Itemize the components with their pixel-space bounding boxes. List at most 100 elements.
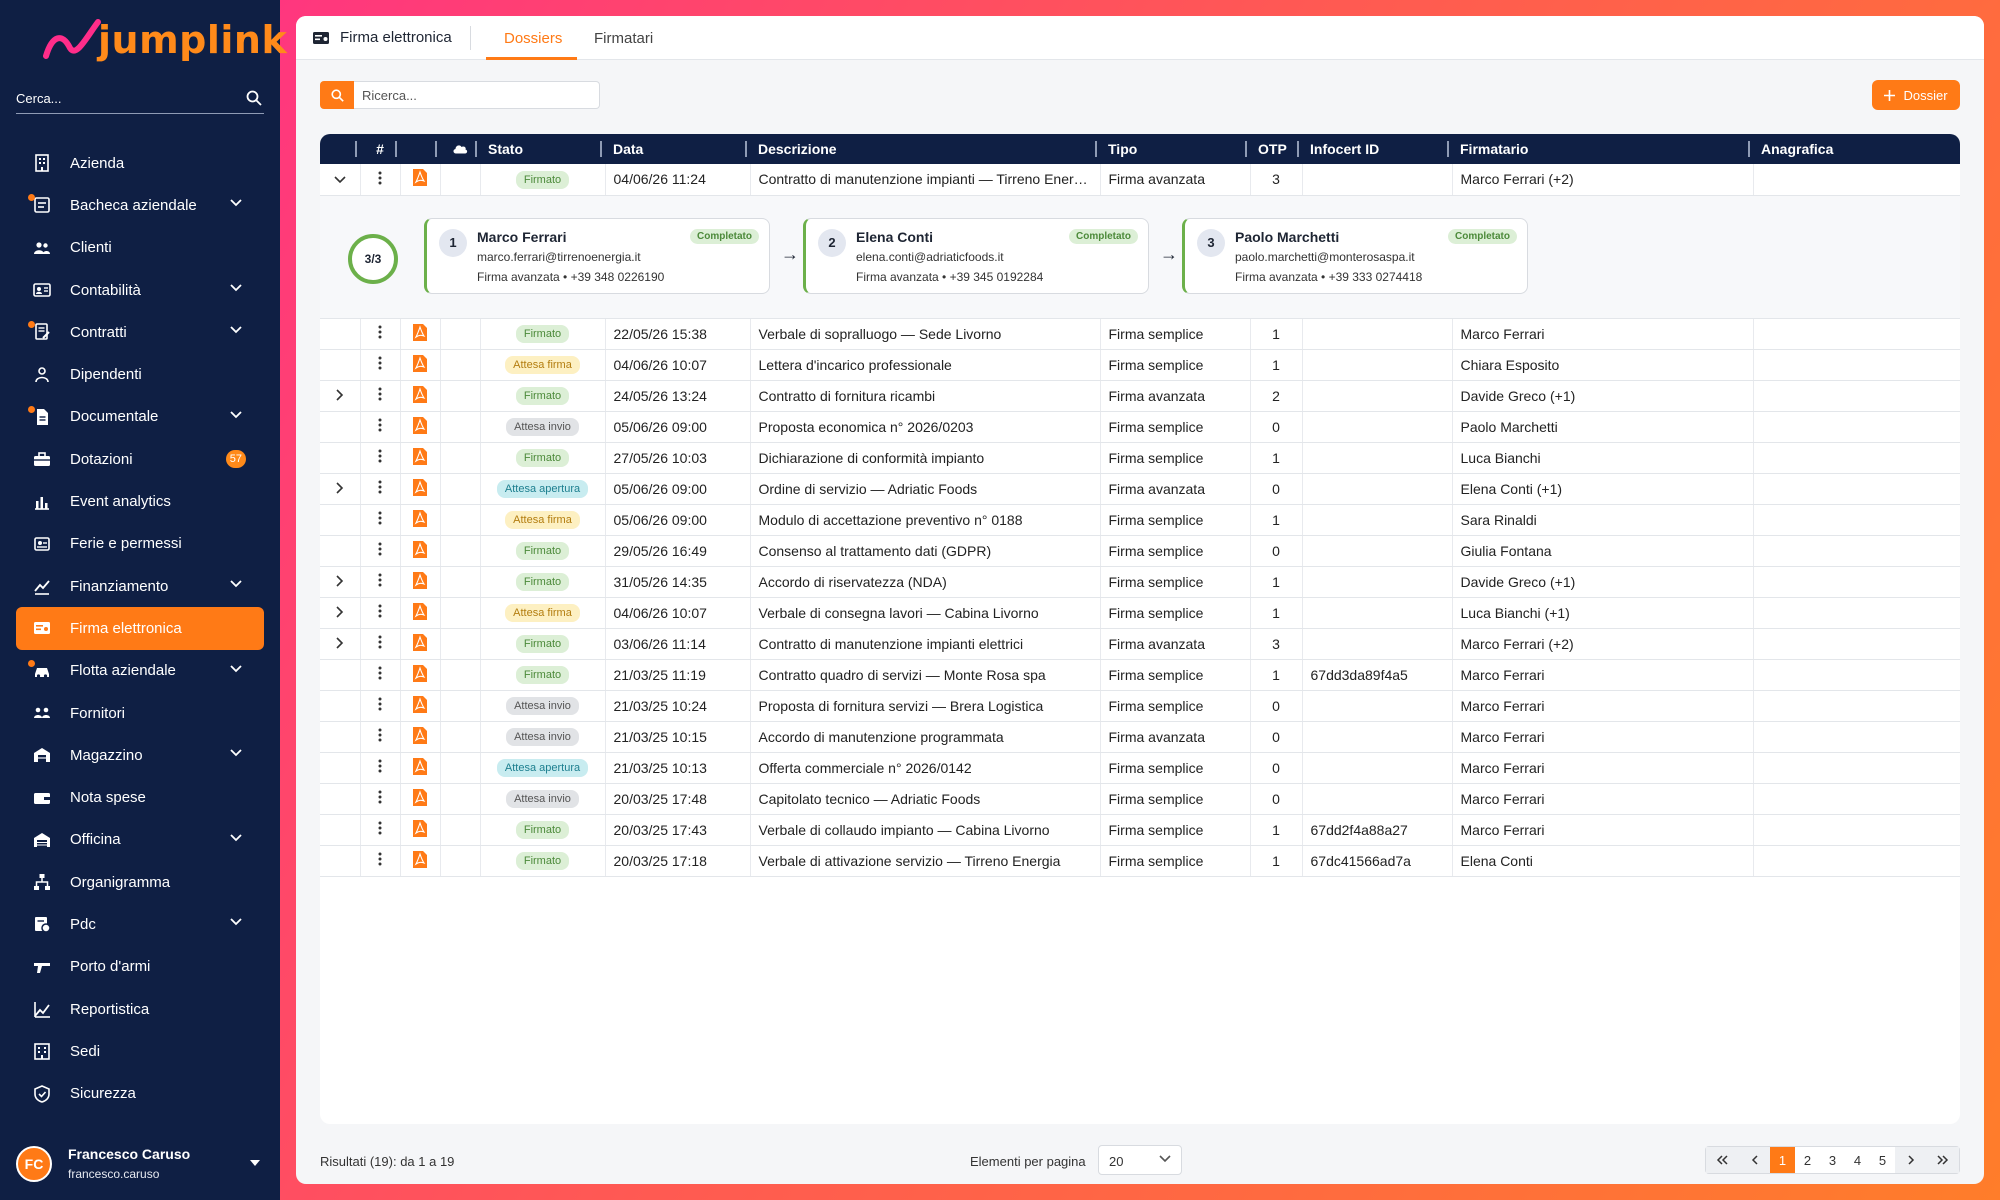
row-actions[interactable] [360, 504, 401, 536]
pdf-file-icon[interactable] [413, 478, 427, 496]
pdf-file-icon[interactable] [413, 757, 427, 775]
kebab-menu-icon[interactable] [378, 728, 382, 742]
pdf-file-icon[interactable] [413, 416, 427, 434]
sidebar-item-pdc[interactable]: Pdc [16, 903, 264, 945]
table-row[interactable]: Attesa invio 20/03/25 17:48 Capitolato tec… [320, 783, 1960, 815]
kebab-menu-icon[interactable] [378, 542, 382, 556]
kebab-menu-icon[interactable] [378, 573, 382, 587]
col-otp[interactable]: OTP [1250, 134, 1302, 164]
sidebar-item-officina[interactable]: Officina [16, 819, 264, 861]
last-page-button[interactable] [1927, 1147, 1959, 1173]
kebab-menu-icon[interactable] [378, 418, 382, 432]
row-pdf[interactable] [400, 752, 441, 784]
sidebar-item-bacheca-aziendale[interactable]: Bacheca aziendale [16, 184, 264, 226]
row-expander[interactable] [320, 473, 361, 505]
table-row[interactable]: Attesa invio 21/03/25 10:24 Proposta di fo… [320, 690, 1960, 722]
per-page-select[interactable]: 20 [1098, 1145, 1182, 1175]
sidebar-item-contratti[interactable]: Contratti [16, 311, 264, 353]
user-menu[interactable]: FC Francesco Caruso francesco.caruso [16, 1140, 266, 1188]
table-row[interactable]: Firmato 24/05/26 13:24 Contratto di fornit… [320, 380, 1960, 412]
sidebar-item-sicurezza[interactable]: Sicurezza [16, 1073, 264, 1115]
page-button-4[interactable]: 4 [1853, 1152, 1862, 1168]
row-pdf[interactable] [400, 783, 441, 815]
row-pdf[interactable] [400, 473, 441, 505]
row-actions[interactable] [360, 473, 401, 505]
table-row[interactable]: Attesa invio 21/03/25 10:15 Accordo di man… [320, 721, 1960, 753]
row-pdf[interactable] [400, 411, 441, 443]
row-actions[interactable] [360, 628, 401, 660]
row-actions[interactable] [360, 597, 401, 629]
row-expander[interactable] [320, 597, 361, 629]
sidebar-item-firma-elettronica[interactable]: Firma elettronica [16, 607, 264, 650]
chevron-down-icon[interactable] [230, 326, 242, 334]
kebab-menu-icon[interactable] [378, 356, 382, 370]
signer-card[interactable]: 3 Paolo Marchetti paolo.marchetti@monteros… [1182, 217, 1528, 294]
col-hash[interactable]: # [360, 134, 400, 164]
row-pdf[interactable] [400, 721, 441, 753]
pdf-file-icon[interactable] [413, 540, 427, 558]
pdf-file-icon[interactable] [413, 571, 427, 589]
row-actions[interactable] [360, 411, 401, 443]
sidebar-item-azienda[interactable]: Azienda [16, 142, 264, 184]
table-row[interactable]: Firmato 21/03/25 11:19 Contratto quadro di… [320, 659, 1960, 691]
chevron-down-icon[interactable] [230, 664, 242, 673]
sidebar-item-ferie-e-permessi[interactable]: Ferie e permessi [16, 523, 264, 565]
kebab-menu-icon[interactable] [378, 449, 382, 463]
kebab-menu-icon[interactable] [378, 759, 382, 773]
chevron-down-icon[interactable] [230, 284, 242, 292]
chevron-down-icon[interactable] [230, 199, 242, 207]
chevron-right-icon[interactable] [336, 636, 344, 649]
row-pdf[interactable] [400, 164, 441, 196]
col-infocert-id[interactable]: Infocert ID [1302, 134, 1452, 164]
add-dossier-button[interactable]: Dossier [1872, 80, 1960, 110]
sidebar-item-magazzino[interactable]: Magazzino [16, 734, 264, 776]
chevron-down-icon[interactable] [230, 411, 242, 419]
col-data[interactable]: Data [605, 134, 750, 164]
row-expander[interactable] [320, 164, 361, 196]
page-button-2[interactable]: 2 [1803, 1152, 1812, 1168]
pdf-file-icon[interactable] [413, 509, 427, 527]
signer-card[interactable]: 1 Marco Ferrari marco.ferrari@tirrenoenerg… [424, 217, 770, 294]
pdf-file-icon[interactable] [413, 819, 427, 837]
logo[interactable]: jumplink [42, 14, 287, 64]
sidebar-item-flotta-aziendale[interactable]: Flotta aziendale [16, 650, 264, 692]
row-actions[interactable] [360, 814, 401, 846]
sidebar-item-reportistica[interactable]: Reportistica [16, 988, 264, 1030]
pdf-file-icon[interactable] [413, 602, 427, 620]
row-actions[interactable] [360, 845, 401, 877]
kebab-menu-icon[interactable] [378, 697, 382, 711]
chevron-down-icon[interactable] [230, 918, 242, 926]
chevron-down-icon[interactable] [230, 834, 242, 842]
sidebar-item-event-analytics[interactable]: Event analytics [16, 480, 264, 522]
tab-dossiers[interactable]: Dossiers [504, 30, 563, 47]
sidebar-item-dotazioni[interactable]: Dotazioni 57 [16, 438, 264, 480]
pdf-file-icon[interactable] [413, 323, 427, 341]
sidebar-item-nota-spese[interactable]: Nota spese [16, 776, 264, 818]
page-button-3[interactable]: 3 [1828, 1152, 1837, 1168]
table-row[interactable]: Firmato 20/03/25 17:43 Verbale di collaudo… [320, 814, 1960, 846]
row-pdf[interactable] [400, 349, 441, 381]
sidebar-item-clienti[interactable]: Clienti [16, 227, 264, 269]
sidebar-item-contabilit[interactable]: Contabilità [16, 269, 264, 311]
row-actions[interactable] [360, 783, 401, 815]
table-row[interactable]: Attesa apertura 21/03/25 10:13 Offerta com… [320, 752, 1960, 784]
row-pdf[interactable] [400, 690, 441, 722]
table-row[interactable]: Firmato 29/05/26 16:49 Consenso al trattam… [320, 535, 1960, 567]
row-actions[interactable] [360, 380, 401, 412]
row-pdf[interactable] [400, 659, 441, 691]
chevron-right-icon[interactable] [336, 605, 344, 618]
pdf-file-icon[interactable] [413, 850, 427, 868]
pdf-file-icon[interactable] [413, 169, 427, 187]
table-row[interactable]: Firmato 22/05/26 15:38 Verbale di soprallu… [320, 318, 1960, 350]
kebab-menu-icon[interactable] [378, 325, 382, 339]
table-row[interactable]: Firmato 04/06/26 11:24 Contratto di manute… [320, 164, 1960, 196]
row-actions[interactable] [360, 566, 401, 598]
first-page-button[interactable] [1706, 1147, 1738, 1173]
signer-card[interactable]: 2 Elena Conti elena.conti@adriaticfoods.it… [803, 217, 1149, 294]
pdf-file-icon[interactable] [413, 385, 427, 403]
kebab-menu-icon[interactable] [378, 790, 382, 804]
pdf-file-icon[interactable] [413, 695, 427, 713]
pdf-file-icon[interactable] [413, 354, 427, 372]
sidebar-item-porto-d-armi[interactable]: Porto d'armi [16, 946, 264, 988]
row-actions[interactable] [360, 752, 401, 784]
